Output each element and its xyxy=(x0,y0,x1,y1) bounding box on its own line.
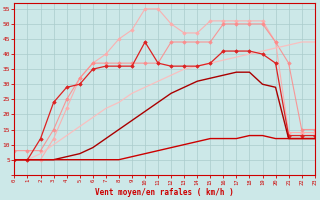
X-axis label: Vent moyen/en rafales ( km/h ): Vent moyen/en rafales ( km/h ) xyxy=(95,188,234,197)
